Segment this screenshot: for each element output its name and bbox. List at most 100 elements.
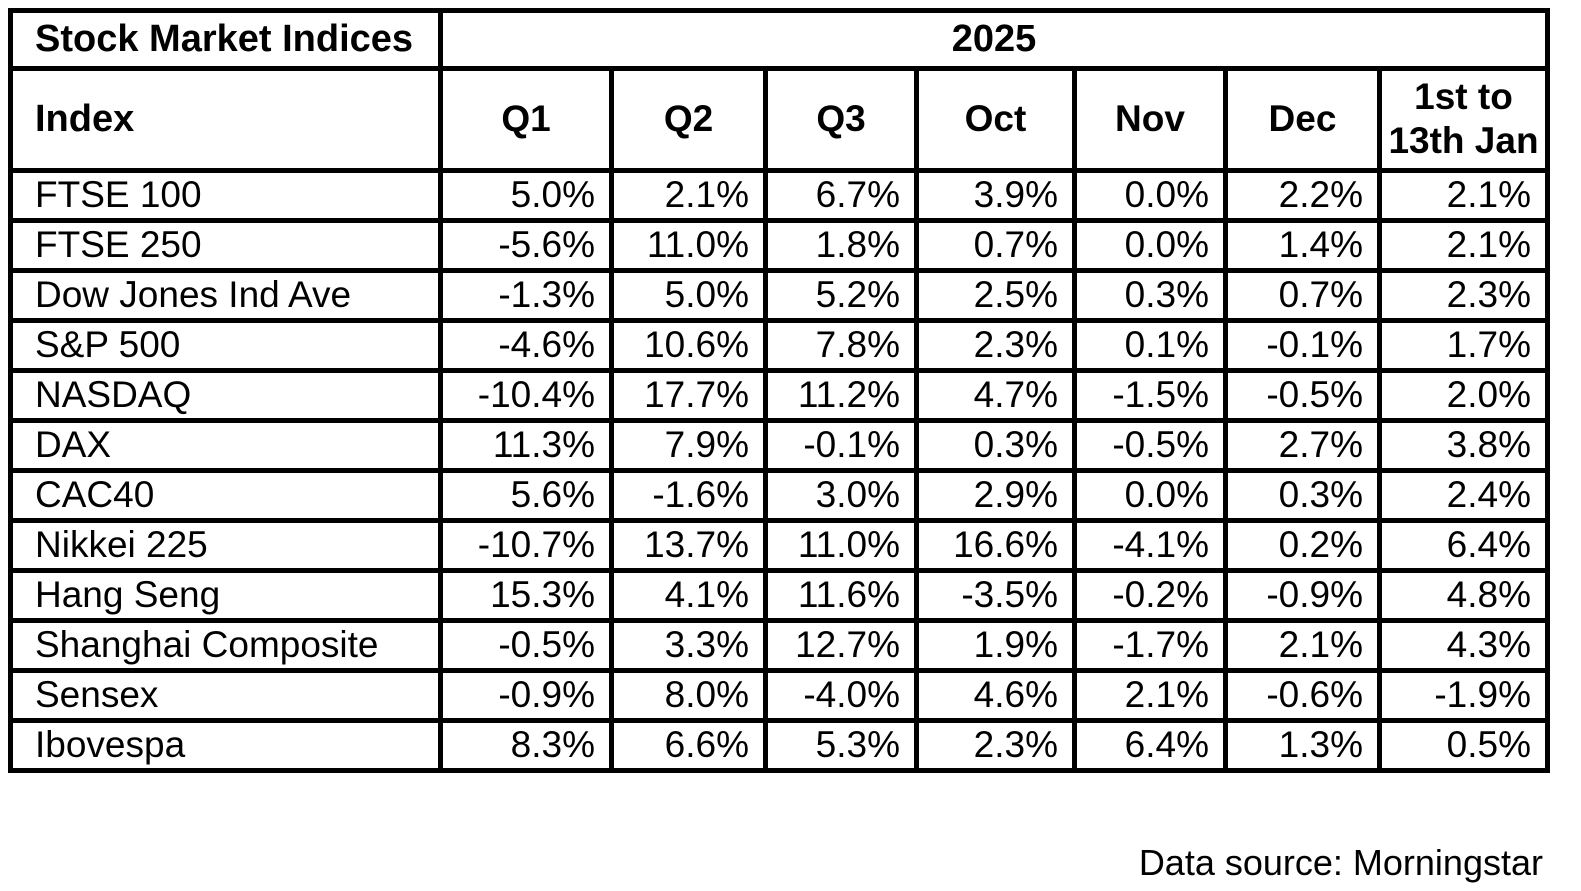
value-cell: 0.7% <box>1223 267 1382 323</box>
value-cell: 11.0% <box>609 217 768 273</box>
index-cell: CAC40 <box>8 467 443 523</box>
value-cell: 4.7% <box>914 367 1077 423</box>
table-row: FTSE 250 -5.6% 11.0% 1.8% 0.7% 0.0% 1.4%… <box>8 217 1550 273</box>
col-header-q1: Q1 <box>438 66 614 173</box>
table-row: FTSE 100 5.0% 2.1% 6.7% 3.9% 0.0% 2.2% 2… <box>8 167 1550 223</box>
value-cell: 16.6% <box>914 517 1077 573</box>
index-cell: FTSE 250 <box>8 217 443 273</box>
table-row: Ibovespa 8.3% 6.6% 5.3% 2.3% 6.4% 1.3% 0… <box>8 717 1550 773</box>
value-cell: 0.5% <box>1377 717 1550 773</box>
value-cell: 17.7% <box>609 367 768 423</box>
value-cell: -1.3% <box>438 267 614 323</box>
col-header-q3: Q3 <box>763 66 919 173</box>
value-cell: -4.0% <box>763 667 919 723</box>
table-row: S&P 500 -4.6% 10.6% 7.8% 2.3% 0.1% -0.1%… <box>8 317 1550 373</box>
value-cell: 8.3% <box>438 717 614 773</box>
index-cell: Sensex <box>8 667 443 723</box>
value-cell: 5.2% <box>763 267 919 323</box>
value-cell: -1.6% <box>609 467 768 523</box>
value-cell: 8.0% <box>609 667 768 723</box>
value-cell: -10.4% <box>438 367 614 423</box>
value-cell: 0.0% <box>1072 167 1228 223</box>
value-cell: -0.5% <box>1072 417 1228 473</box>
value-cell: 1.4% <box>1223 217 1382 273</box>
index-cell: DAX <box>8 417 443 473</box>
value-cell: 0.3% <box>1223 467 1382 523</box>
col-header-q2: Q2 <box>609 66 768 173</box>
value-cell: 6.4% <box>1377 517 1550 573</box>
value-cell: 11.6% <box>763 567 919 623</box>
table-row: CAC40 5.6% -1.6% 3.0% 2.9% 0.0% 0.3% 2.4… <box>8 467 1550 523</box>
value-cell: 0.1% <box>1072 317 1228 373</box>
col-header-nov: Nov <box>1072 66 1228 173</box>
value-cell: 2.3% <box>1377 267 1550 323</box>
value-cell: -1.9% <box>1377 667 1550 723</box>
value-cell: 1.7% <box>1377 317 1550 373</box>
value-cell: 2.0% <box>1377 367 1550 423</box>
value-cell: 2.3% <box>914 717 1077 773</box>
value-cell: 0.3% <box>1072 267 1228 323</box>
value-cell: 11.0% <box>763 517 919 573</box>
value-cell: 2.3% <box>914 317 1077 373</box>
value-cell: 5.0% <box>609 267 768 323</box>
value-cell: 3.9% <box>914 167 1077 223</box>
col-header-jan-range: 1st to 13th Jan <box>1377 66 1550 173</box>
value-cell: 10.6% <box>609 317 768 373</box>
value-cell: 6.7% <box>763 167 919 223</box>
value-cell: 5.3% <box>763 717 919 773</box>
value-cell: 2.7% <box>1223 417 1382 473</box>
value-cell: 6.6% <box>609 717 768 773</box>
value-cell: 2.9% <box>914 467 1077 523</box>
value-cell: 13.7% <box>609 517 768 573</box>
value-cell: 2.1% <box>1072 667 1228 723</box>
value-cell: 0.7% <box>914 217 1077 273</box>
value-cell: -0.9% <box>438 667 614 723</box>
value-cell: -0.1% <box>763 417 919 473</box>
col-header-dec: Dec <box>1223 66 1382 173</box>
value-cell: 7.8% <box>763 317 919 373</box>
value-cell: -3.5% <box>914 567 1077 623</box>
value-cell: 4.1% <box>609 567 768 623</box>
value-cell: 2.5% <box>914 267 1077 323</box>
value-cell: -0.9% <box>1223 567 1382 623</box>
value-cell: -4.6% <box>438 317 614 373</box>
value-cell: -0.5% <box>1223 367 1382 423</box>
value-cell: 3.3% <box>609 617 768 673</box>
value-cell: 2.1% <box>1377 167 1550 223</box>
index-column-header: Index <box>8 66 443 173</box>
value-cell: 2.4% <box>1377 467 1550 523</box>
value-cell: -4.1% <box>1072 517 1228 573</box>
table-row: Sensex -0.9% 8.0% -4.0% 4.6% 2.1% -0.6% … <box>8 667 1550 723</box>
table-title: Stock Market Indices <box>8 8 443 71</box>
index-cell: Shanghai Composite <box>8 617 443 673</box>
value-cell: 0.3% <box>914 417 1077 473</box>
table-row: Hang Seng 15.3% 4.1% 11.6% -3.5% -0.2% -… <box>8 567 1550 623</box>
stock-indices-table: Stock Market Indices 2025 Index Q1 Q2 Q3… <box>8 8 1550 773</box>
value-cell: -0.5% <box>438 617 614 673</box>
value-cell: 1.8% <box>763 217 919 273</box>
table-row: Dow Jones Ind Ave -1.3% 5.0% 5.2% 2.5% 0… <box>8 267 1550 323</box>
value-cell: 4.8% <box>1377 567 1550 623</box>
value-cell: 15.3% <box>438 567 614 623</box>
value-cell: 4.3% <box>1377 617 1550 673</box>
value-cell: -1.5% <box>1072 367 1228 423</box>
value-cell: 11.2% <box>763 367 919 423</box>
value-cell: 1.9% <box>914 617 1077 673</box>
column-header-row: Index Q1 Q2 Q3 Oct Nov Dec 1st to 13th J… <box>8 66 1550 173</box>
value-cell: 0.0% <box>1072 217 1228 273</box>
value-cell: 6.4% <box>1072 717 1228 773</box>
index-cell: NASDAQ <box>8 367 443 423</box>
value-cell: 4.6% <box>914 667 1077 723</box>
value-cell: 3.8% <box>1377 417 1550 473</box>
value-cell: 7.9% <box>609 417 768 473</box>
index-cell: Nikkei 225 <box>8 517 443 573</box>
index-cell: Ibovespa <box>8 717 443 773</box>
value-cell: -0.6% <box>1223 667 1382 723</box>
value-cell: 2.1% <box>1377 217 1550 273</box>
year-header: 2025 <box>438 8 1550 71</box>
value-cell: -5.6% <box>438 217 614 273</box>
table-title-row: Stock Market Indices 2025 <box>8 8 1550 71</box>
value-cell: 5.0% <box>438 167 614 223</box>
index-cell: FTSE 100 <box>8 167 443 223</box>
